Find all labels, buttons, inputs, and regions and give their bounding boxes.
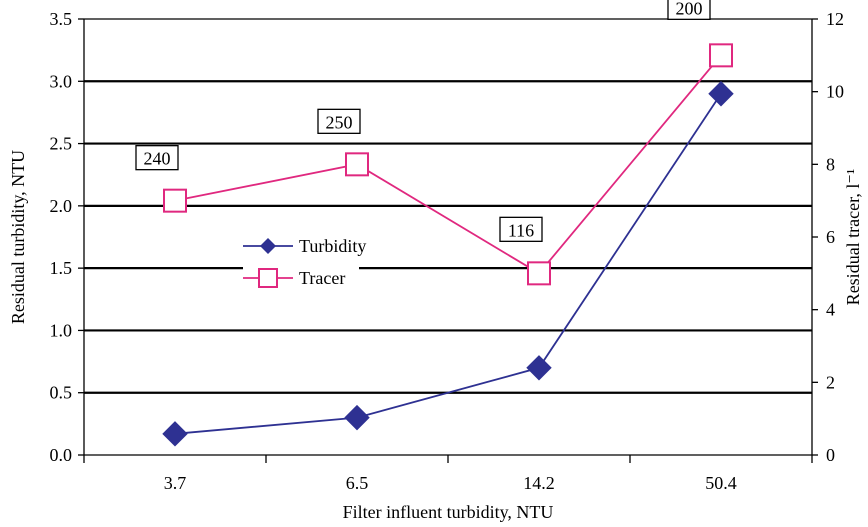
x-axis-label: Filter influent turbidity, NTU: [343, 502, 554, 522]
y2-tick-label: 0: [826, 445, 835, 465]
annotation-box: 250: [317, 108, 361, 134]
y2-tick-label: 4: [826, 300, 835, 320]
annotations: 240 250 116 200: [135, 0, 711, 242]
annotation-box: 200: [667, 0, 711, 20]
y2-tick-label: 10: [826, 82, 844, 102]
annotation-box: 116: [499, 216, 543, 242]
legend-item-turbidity: Turbidity: [243, 236, 366, 256]
x-tick-label: 50.4: [705, 473, 737, 493]
data-point-turbidity: [162, 421, 188, 447]
x-tick-label: 3.7: [164, 473, 187, 493]
x-tick-label: 14.2: [523, 473, 555, 493]
x-axis-ticks: 3.7 6.5 14.2 50.4: [83, 455, 813, 493]
axes: [83, 18, 813, 456]
y-tick-label: 3.5: [50, 9, 73, 29]
y2-tick-label: 6: [826, 227, 835, 247]
annotation-label: 240: [144, 149, 171, 169]
y-tick-label: 3.0: [50, 71, 73, 91]
y2-axis-label: Residual tracer, l⁻¹: [843, 169, 863, 306]
y-tick-label: 2.0: [50, 196, 73, 216]
left-axis-ticks: 0.0 0.5 1.0 1.5 2.0 2.5 3.0 3.5: [50, 9, 84, 465]
data-point-tracer: [345, 152, 369, 177]
y-tick-label: 0.0: [50, 445, 73, 465]
series-line-turbidity: [174, 93, 722, 435]
data-point-tracer: [163, 188, 187, 213]
series-layer: [162, 43, 734, 447]
y-tick-label: 1.0: [50, 320, 73, 340]
annotation-box: 240: [135, 145, 179, 171]
data-point-turbidity: [708, 81, 734, 107]
right-axis-ticks: 0 2 4 6 8 10 12: [812, 9, 844, 465]
data-point-turbidity: [526, 355, 552, 381]
legend-item-tracer: Tracer: [243, 268, 345, 288]
y2-tick-label: 12: [826, 9, 844, 29]
y-axis-label: Residual turbidity, NTU: [8, 150, 28, 324]
data-point-turbidity: [344, 404, 370, 431]
legend: Turbidity Tracer: [243, 228, 366, 294]
legend-label: Tracer: [299, 268, 345, 288]
gridlines: [84, 80, 812, 394]
annotation-label: 200: [676, 0, 703, 18]
legend-label: Turbidity: [299, 236, 366, 256]
data-point-tracer: [527, 261, 551, 286]
annotation-label: 250: [326, 112, 353, 132]
y-tick-label: 1.5: [50, 258, 73, 278]
y2-tick-label: 8: [826, 154, 835, 174]
data-point-tracer: [709, 43, 733, 68]
annotation-label: 116: [508, 220, 534, 240]
x-tick-label: 6.5: [346, 473, 369, 493]
series-line-tracer: [174, 54, 722, 275]
y-tick-label: 2.5: [50, 134, 73, 154]
y-tick-label: 0.5: [50, 383, 73, 403]
legend-marker: [260, 238, 276, 254]
y2-tick-label: 2: [826, 372, 835, 392]
legend-marker: [258, 268, 278, 288]
